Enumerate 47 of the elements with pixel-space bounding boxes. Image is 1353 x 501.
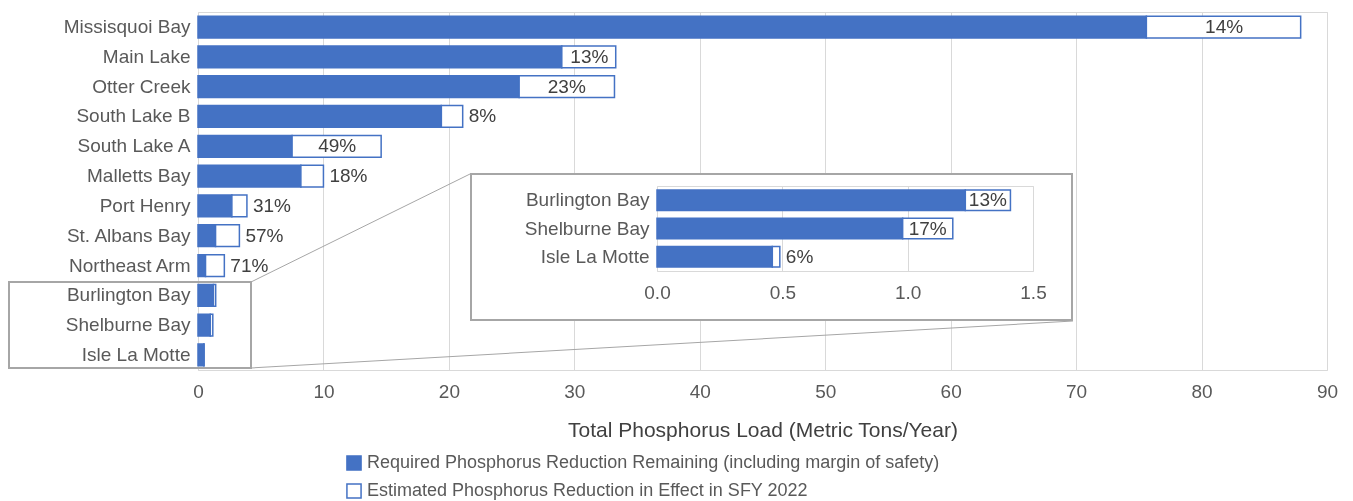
y-tick-label: Malletts Bay	[87, 165, 191, 187]
y-tick-label: South Lake B	[76, 105, 191, 127]
annotation: 6%	[785, 245, 814, 267]
annotation: 57%	[245, 224, 284, 246]
y-tick-label: Burlington Bay	[525, 189, 650, 211]
x-tick-label: 60	[940, 380, 962, 402]
x-tick-label: 80	[1191, 380, 1213, 402]
bar	[197, 343, 205, 367]
x-tick-label: 1.5	[1020, 281, 1047, 303]
y-tick-label: St. Albans Bay	[66, 224, 191, 246]
bar	[197, 283, 215, 307]
y-tick-label: Missisquoi Bay	[63, 16, 191, 38]
y-tick-label: Shelburne Bay	[65, 314, 191, 336]
x-tick-label: 40	[689, 380, 711, 402]
x-tick-label: 50	[815, 380, 837, 402]
y-tick-label: Northeast Arm	[69, 254, 191, 276]
x-tick-label: 1.0	[894, 281, 922, 303]
annotation: 71%	[230, 254, 269, 276]
y-tick-label: Burlington Bay	[66, 284, 191, 306]
x-tick-label: 20	[438, 380, 460, 402]
y-tick-label: Isle La Motte	[81, 343, 191, 365]
y-tick-label: Shelburne Bay	[524, 217, 650, 239]
annotation: 13%	[570, 45, 609, 67]
annotation: 14%	[1205, 16, 1244, 38]
bar	[197, 313, 212, 337]
annotation: 17%	[908, 217, 947, 239]
y-tick-label: Port Henry	[99, 194, 191, 216]
x-tick-label: 10	[313, 380, 335, 402]
annotation: 23%	[547, 75, 586, 97]
annotation: 49%	[318, 135, 357, 157]
legend-label: Estimated Phosphorus Reduction in Effect in SFY 2022	[367, 480, 808, 500]
annotation: 18%	[329, 165, 368, 187]
legend-label: Required Phosphorus Reduction Remaining (including margin of safety)	[367, 452, 940, 472]
annotation: 8%	[468, 105, 497, 127]
x-tick-label: 90	[1316, 380, 1339, 402]
y-tick-label: Isle La Motte	[540, 245, 650, 267]
y-tick-label: South Lake A	[77, 135, 191, 157]
x-tick-label: 0.5	[769, 281, 797, 303]
y-tick-label: Main Lake	[102, 45, 191, 67]
x-axis-title: Total Phosphorus Load (Metric Tons/Year)	[568, 417, 958, 441]
x-tick-label: 0.0	[644, 281, 671, 303]
annotation: 31%	[252, 194, 292, 216]
x-tick-label: 70	[1066, 380, 1088, 402]
x-tick-label: 0	[193, 380, 204, 402]
y-tick-label: Otter Creek	[92, 75, 191, 97]
annotation: 13%	[968, 189, 1007, 211]
x-tick-label: 30	[564, 380, 586, 402]
